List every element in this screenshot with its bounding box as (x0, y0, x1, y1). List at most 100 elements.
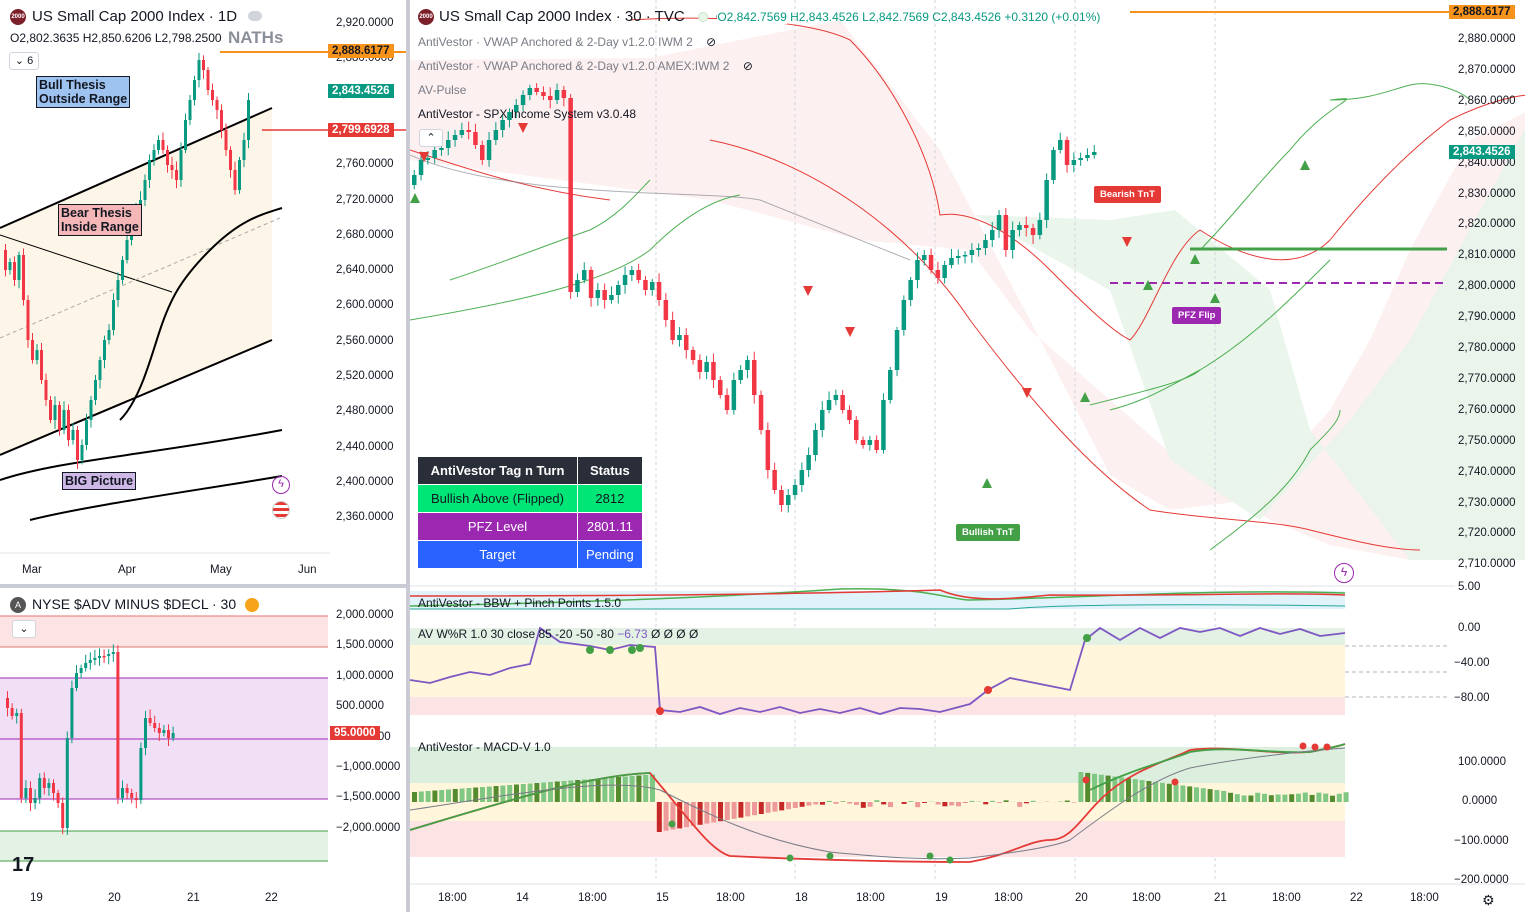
price-tag-green: 2,843.4526 (1449, 145, 1515, 159)
axis-label: 2,000.0000 (336, 609, 394, 621)
indicator-bbw[interactable]: AntiVestor - BBW + Pinch Points 1.5.0 (418, 596, 622, 610)
candle-body (167, 730, 170, 738)
pane-divider-vertical[interactable] (406, 0, 410, 912)
collapse-button[interactable]: ⌄ (12, 620, 36, 638)
candle-body (609, 295, 614, 300)
indicator-macd[interactable]: AntiVestor - MACD-V 1.0 (418, 740, 551, 754)
candle-body (928, 255, 934, 270)
indicator-wr[interactable]: AV W%R 1.0 30 close 85 -20 -50 -80 −6.73… (418, 627, 699, 641)
histogram-bar (915, 802, 921, 808)
intraday-chart-panel[interactable]: 2000 US Small Cap 2000 Index · 30 · TVC … (410, 0, 1525, 912)
histogram-bar (956, 802, 961, 807)
candle-body (636, 270, 641, 280)
histogram-bar (1139, 780, 1145, 802)
axis-label: 2,740.0000 (1458, 465, 1516, 478)
axis-label: 2,400.0000 (336, 475, 394, 488)
candle-body (1010, 230, 1015, 250)
indicator-vwap-iwm[interactable]: AntiVestor · VWAP Anchored & 2-Day v1.2.… (418, 35, 717, 49)
candle-body (62, 410, 66, 430)
flash-icon[interactable]: ϟ (1334, 563, 1354, 583)
histogram-bar (1228, 792, 1233, 802)
axis-label: 2,810.0000 (1458, 249, 1516, 262)
axis-label: 1,000.0000 (336, 669, 394, 682)
breadth-chart-title[interactable]: NYSE $ADV MINUS $DECL · 30 (32, 596, 237, 612)
histogram-bar (1173, 784, 1179, 802)
candle-body (922, 255, 927, 260)
histogram-bar (867, 802, 873, 807)
candle-body (541, 92, 546, 96)
intraday-chart-title[interactable]: US Small Cap 2000 Index · 30 · TVC (439, 8, 685, 25)
collapse-indicators-button[interactable]: ⌃ (419, 129, 443, 147)
eye-icon[interactable] (248, 11, 262, 21)
pane-divider-horizontal[interactable] (0, 584, 406, 588)
axis-label: 2,750.0000 (1458, 434, 1516, 447)
macd-axis-label: −100.0000 (1454, 835, 1509, 847)
eye-off-icon[interactable]: ⊘ (706, 35, 717, 49)
candle-body (79, 668, 83, 673)
indicator-av-pulse[interactable]: AV-Pulse (418, 83, 467, 97)
candle-body (157, 728, 161, 733)
histogram-bar (1187, 786, 1193, 802)
intraday-chart-canvas (410, 0, 1525, 885)
candle-body (76, 430, 79, 460)
daily-chart-panel[interactable]: 2000 US Small Cap 2000 Index · 1D O2,802… (0, 0, 406, 584)
eye-off-icon[interactable]: ⊘ (742, 59, 753, 73)
histogram-bar (588, 779, 594, 802)
collapse-indicators-button[interactable]: ⌄ 6 (9, 52, 39, 70)
candle-body (88, 660, 92, 663)
chevron-down-icon: ⌄ (19, 623, 29, 635)
candle-body (854, 420, 859, 440)
axis-label: 2,680.0000 (336, 228, 394, 241)
histogram-bar (1323, 793, 1329, 802)
candle-body (888, 370, 893, 400)
candle-body (65, 738, 69, 828)
candle-body (622, 275, 628, 285)
daily-chart-title[interactable]: US Small Cap 2000 Index · 1D (32, 8, 238, 25)
histogram-bar (820, 802, 825, 805)
histogram-bar (813, 802, 819, 805)
indicator-vwap-amex[interactable]: AntiVestor · VWAP Anchored & 2-Day v1.2.… (418, 59, 753, 73)
flash-icon[interactable]: ϟ (272, 476, 290, 494)
candle-body (98, 656, 101, 658)
candle-body (242, 140, 246, 160)
indicator-spx-income[interactable]: AntiVestor - SPX Income System v3.0.48 (418, 107, 637, 121)
candle-body (8, 262, 12, 270)
histogram-bar (1153, 781, 1159, 802)
candle-body (94, 380, 97, 400)
status-dot (698, 12, 708, 22)
axis-label: 2,780.0000 (1458, 342, 1516, 354)
settings-gear-icon[interactable]: ⚙ (1482, 892, 1495, 908)
time-label: 22 (265, 892, 278, 904)
time-label: Jun (298, 564, 317, 576)
histogram-bar (452, 789, 458, 802)
candle-body (53, 405, 57, 420)
histogram-bar (962, 802, 968, 803)
histogram-bar (1241, 795, 1247, 802)
candle-body (908, 280, 913, 300)
histogram-bar (500, 785, 506, 802)
us-flag-icon[interactable] (272, 501, 290, 519)
axis-label: 2,790.0000 (1458, 311, 1516, 324)
breadth-chart-panel[interactable]: A NYSE $ADV MINUS $DECL · 30 ⌄ 2,000.000… (0, 588, 406, 912)
candle-body (179, 150, 183, 180)
candle-body (75, 673, 78, 688)
macd-axis-label: 100.0000 (1458, 756, 1506, 768)
histogram-bar (881, 802, 887, 805)
tradingview-logo-icon[interactable]: 17 (12, 854, 35, 876)
candle-body (70, 688, 74, 738)
histogram-bar (1343, 792, 1349, 802)
histogram-bar (1146, 781, 1152, 802)
candle-body (121, 260, 124, 280)
histogram-bar (1262, 793, 1267, 802)
candle-body (188, 100, 192, 120)
time-label: 14 (516, 892, 529, 904)
histogram-bar (643, 775, 649, 802)
axis-label: 2,850.0000 (1458, 125, 1516, 138)
candle-body (112, 300, 115, 330)
histogram-bar (622, 776, 628, 802)
candle-body (670, 320, 675, 340)
candle-body (745, 360, 750, 370)
candle-body (24, 788, 28, 798)
price-tag-orange: 2,888.6177 (1449, 5, 1515, 19)
candle-body (144, 718, 147, 748)
